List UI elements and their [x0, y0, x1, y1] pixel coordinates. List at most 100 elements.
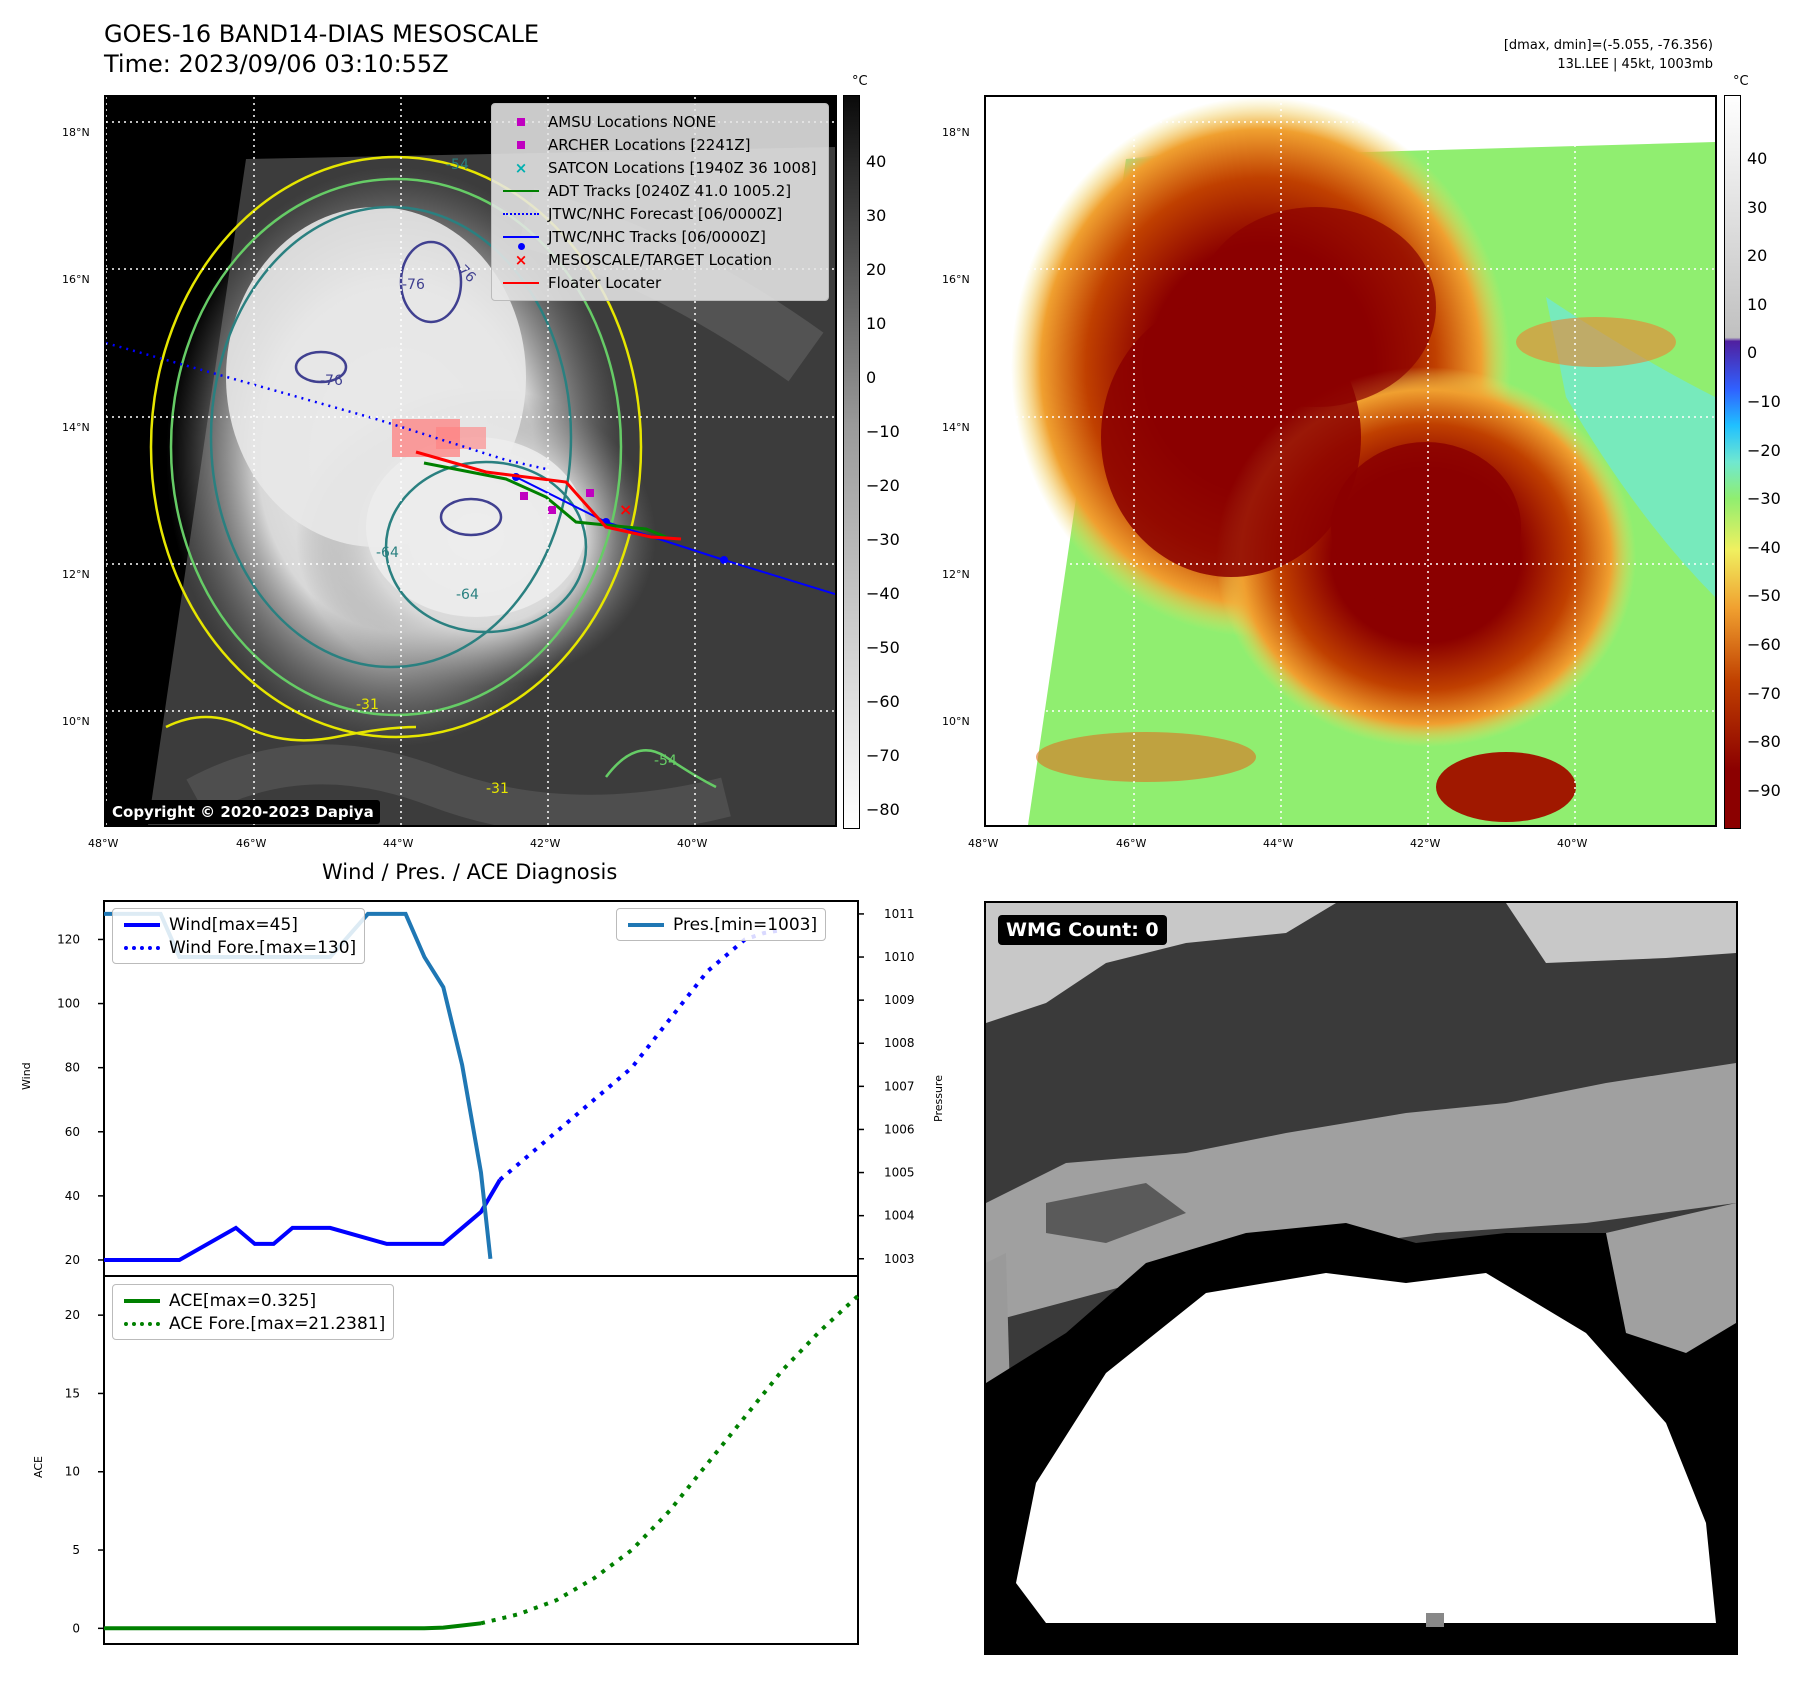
lat-label: 10°N [62, 715, 90, 728]
legend-label: Pres.[min=1003] [673, 914, 818, 935]
colorbar-unit: °C [1733, 74, 1749, 89]
pressure-tick-label: 1005 [884, 1166, 915, 1180]
ace-tick-label: 0 [72, 1621, 80, 1635]
lon-label: 46°W [1116, 837, 1147, 850]
colorbar-tick: 30 [1747, 197, 1768, 217]
map-legend: AMSU Locations NONE ARCHER Locations [22… [491, 103, 829, 301]
main-title: GOES-16 BAND14-DIAS MESOSCALE [104, 20, 540, 48]
wind-tick-label: 40 [65, 1189, 80, 1203]
diag-title: Wind / Pres. / ACE Diagnosis [322, 860, 618, 884]
lat-label: 18°N [62, 126, 90, 139]
copyright-label: Copyright © 2020-2023 Dapiya [106, 800, 380, 824]
legend-label: AMSU Locations NONE [548, 112, 717, 131]
wmg-panel: WMG Count: 0 [984, 901, 1738, 1655]
colorbar-tick: −20 [866, 476, 900, 495]
contour-label: -54 [654, 753, 677, 769]
target-x-marker: × [619, 500, 632, 519]
series-line-top-1 [498, 927, 783, 1182]
wind-tick-label: 120 [57, 932, 80, 946]
jtwc-track [515, 476, 835, 595]
colorbar-tick: −40 [1747, 537, 1781, 557]
lon-label: 40°W [677, 837, 708, 850]
colorbar-tick: 10 [866, 314, 887, 333]
pressure-tick-label: 1011 [884, 907, 915, 921]
lon-label: 42°W [1410, 837, 1441, 850]
series-line-top-2 [104, 911, 493, 1260]
lat-label: 16°N [62, 273, 90, 286]
series-line-bottom-1 [480, 1294, 860, 1626]
ace-legend: ACE[max=0.325] ACE Fore.[max=21.2381] [112, 1284, 395, 1340]
pressure-legend: Pres.[min=1003] [616, 908, 827, 941]
colorbar-tick: −30 [866, 530, 900, 549]
ace-tick-label: 20 [65, 1308, 80, 1322]
lon-label: 44°W [383, 837, 414, 850]
legend-label: Wind Fore.[max=130] [169, 937, 357, 958]
legend-label: ACE Fore.[max=21.2381] [169, 1313, 386, 1334]
legend-label: JTWC/NHC Forecast [06/0000Z] [548, 204, 783, 223]
archer-marker [548, 506, 556, 514]
ace-tick-label: 5 [72, 1543, 80, 1557]
series-line-top-0 [104, 1178, 502, 1262]
floater-locater-track [415, 450, 682, 541]
lon-label: 42°W [530, 837, 561, 850]
colorbar-tick: −20 [1747, 440, 1781, 460]
wind-tick-label: 20 [65, 1253, 80, 1267]
colorbar-tick: −70 [1747, 683, 1781, 703]
colorbar-tick: −30 [1747, 489, 1781, 509]
ir-gray-map: -54 -76 -76 -76 -64 -64 -31 -54 -31 × [104, 95, 837, 827]
legend-label: JTWC/NHC Tracks [06/0000Z] [548, 227, 766, 246]
pressure-tick-label: 1007 [884, 1079, 915, 1093]
colorbar-tick: −90 [1747, 780, 1781, 800]
ir-color-map [984, 95, 1717, 827]
colorbar-tick: −60 [866, 692, 900, 711]
pressure-tick-label: 1010 [884, 950, 915, 964]
colorbar-tick: −40 [866, 584, 900, 603]
lat-label: 10°N [942, 715, 970, 728]
lat-label: 12°N [942, 568, 970, 581]
archer-marker [586, 489, 594, 497]
gray-colorbar-ticks: 40 30 20 10 0 −10 −20 −30 −40 −50 −60 −7… [866, 135, 900, 837]
lon-label: 44°W [1263, 837, 1294, 850]
archer-marker [520, 492, 528, 500]
pressure-tick-label: 1004 [884, 1209, 915, 1223]
lat-label: 18°N [942, 126, 970, 139]
colorbar-tick: −80 [1747, 732, 1781, 752]
colorbar-tick: −70 [866, 746, 900, 765]
color-colorbar-ticks: 40 30 20 10 0 −10 −20 −30 −40 −50 −60 −7… [1747, 135, 1781, 815]
colorbar-tick: 0 [866, 368, 877, 387]
gray-colorbar [843, 95, 860, 829]
wind-tick-label: 80 [65, 1061, 80, 1075]
series-line-bottom-0 [104, 1621, 482, 1631]
colorbar-tick: 10 [1747, 294, 1768, 314]
contour-label: -64 [376, 545, 399, 561]
legend-label: SATCON Locations [1940Z 36 1008] [548, 158, 817, 177]
lon-label: 40°W [1557, 837, 1588, 850]
contour-label: -31 [486, 781, 509, 797]
lon-label: 48°W [968, 837, 999, 850]
storm-info: 13L.LEE | 45kt, 1003mb [1557, 57, 1713, 72]
colorbar-tick: 20 [866, 260, 887, 279]
ace-tick-label: 15 [65, 1386, 80, 1400]
lat-label: 12°N [62, 568, 90, 581]
colorbar-tick: 40 [1747, 149, 1768, 168]
wind-tick-label: 60 [65, 1125, 80, 1139]
legend-label: MESOSCALE/TARGET Location [548, 250, 773, 269]
legend-label: ARCHER Locations [2241Z] [548, 135, 751, 154]
colorbar-tick: 40 [866, 152, 887, 171]
contour-label: -31 [356, 697, 379, 713]
contour-label: -76 [402, 277, 425, 293]
legend-label: ACE[max=0.325] [169, 1290, 317, 1311]
contour-label: -54 [446, 157, 469, 173]
time-label: Time: 2023/09/06 03:10:55Z [104, 50, 449, 78]
forecast-track [106, 341, 547, 471]
colorbar-tick: −50 [1747, 586, 1781, 606]
pressure-tick-label: 1009 [884, 993, 915, 1007]
stats-line: [dmax, dmin]=(-5.055, -76.356) [1503, 38, 1713, 53]
colorbar-tick: −10 [866, 422, 900, 441]
lat-label: 14°N [62, 421, 90, 434]
colorbar-tick: 30 [866, 206, 887, 225]
wmg-count-badge: WMG Count: 0 [998, 915, 1167, 945]
adt-track [423, 461, 667, 539]
pressure-tick-label: 1006 [884, 1122, 915, 1136]
